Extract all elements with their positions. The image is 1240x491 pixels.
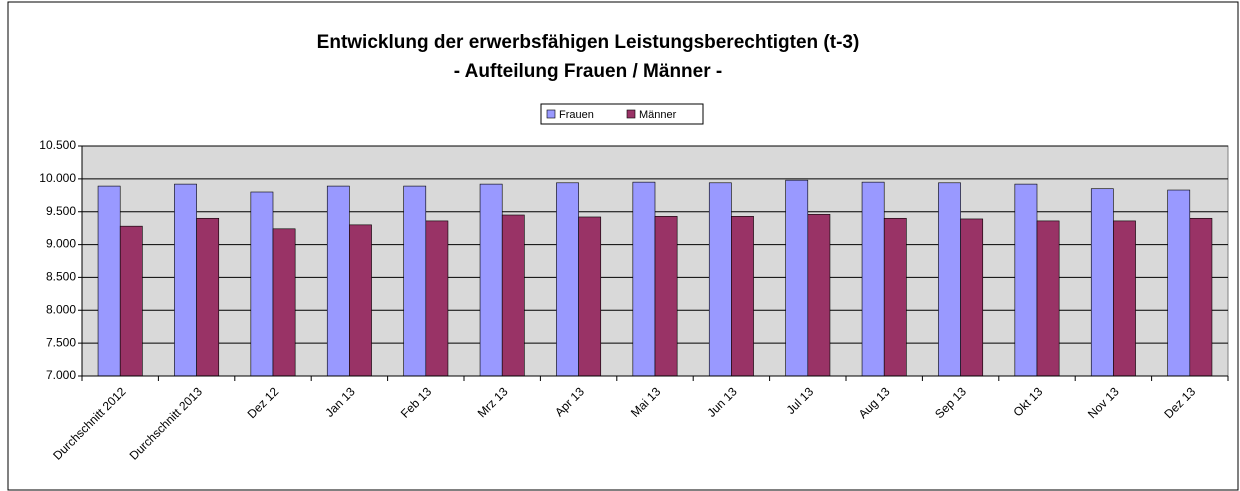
bar [654, 216, 678, 377]
bar [883, 217, 907, 377]
bar [174, 183, 197, 377]
bar [425, 220, 449, 377]
bar [250, 191, 274, 377]
bar [272, 228, 296, 377]
y-tick-label: 7.500 [46, 335, 76, 349]
legend-label: Männer [639, 109, 677, 121]
bar [708, 182, 732, 377]
y-tick-label: 8.000 [46, 302, 76, 316]
bar [731, 216, 754, 377]
y-tick-label: 10.000 [39, 171, 76, 185]
bar [97, 185, 121, 377]
y-tick-label: 10.500 [39, 138, 76, 152]
bar [349, 224, 372, 377]
bar [938, 182, 961, 377]
bar [578, 216, 602, 377]
bar [119, 225, 143, 377]
legend-box [540, 103, 704, 125]
y-tick-label: 9.500 [46, 204, 76, 218]
bar [501, 214, 525, 377]
bar [960, 218, 984, 377]
y-tick-label: 9.000 [46, 237, 76, 251]
bar [785, 179, 809, 377]
legend-swatch [546, 109, 556, 119]
bar [403, 185, 427, 377]
bar [1167, 189, 1191, 377]
bar [196, 217, 220, 377]
bar [1036, 220, 1060, 377]
chart-title: Entwicklung der erwerbsfähigen Leistungs… [317, 32, 860, 53]
bar [556, 182, 579, 377]
y-tick-label: 7.000 [46, 368, 76, 382]
bar [1090, 188, 1114, 377]
bar [632, 181, 656, 377]
bar [326, 185, 350, 377]
bar [1014, 183, 1038, 377]
legend-swatch [626, 109, 636, 119]
bar [479, 183, 503, 377]
y-tick-label: 8.500 [46, 270, 76, 284]
legend-label: Frauen [559, 109, 594, 121]
bar [861, 181, 885, 377]
chart-subtitle: - Aufteilung Frauen / Männer - [454, 61, 722, 82]
bar [807, 214, 831, 377]
bar [1189, 217, 1213, 377]
bar [1113, 220, 1136, 377]
